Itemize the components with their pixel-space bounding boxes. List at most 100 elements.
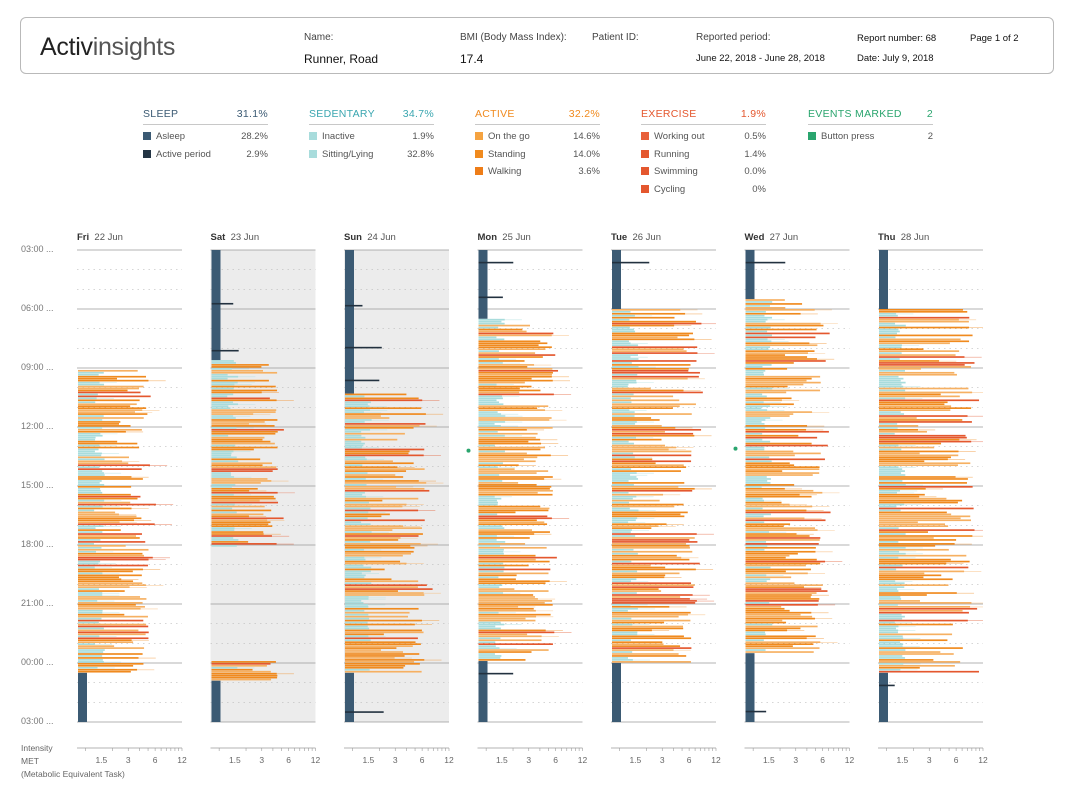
- activity-bar: [78, 574, 142, 577]
- activity-bar: [879, 619, 968, 622]
- activity-bar: [478, 436, 536, 439]
- activity-bar: [745, 605, 782, 608]
- activity-bar: [879, 405, 952, 408]
- activity-bar: [745, 517, 805, 520]
- activity-bar: [612, 497, 633, 500]
- activity-bar: [78, 633, 146, 636]
- activity-bar: [745, 649, 766, 651]
- activity-bar: [612, 602, 696, 604]
- activity-bar: [78, 625, 149, 628]
- activity-bar: [612, 336, 678, 339]
- activity-bar: [345, 517, 368, 520]
- activity-bar: [612, 501, 630, 504]
- activity-bar: [211, 503, 235, 506]
- activity-bar: [612, 649, 674, 651]
- activity-bar: [345, 637, 418, 640]
- activity-bar: [879, 560, 970, 563]
- activity-bar: [345, 489, 430, 492]
- activity-bar: [879, 354, 956, 356]
- activity-bar: [78, 645, 115, 647]
- day-label-fri: Fri 22 Jun: [77, 232, 123, 243]
- met-tick-label: 12: [177, 755, 187, 765]
- activity-bar: [478, 362, 503, 364]
- activity-bar: [612, 527, 652, 529]
- activity-bar: [745, 460, 772, 463]
- activity-bar: [345, 525, 404, 527]
- met-tick-label: 6: [687, 755, 692, 765]
- activity-bar: [478, 409, 546, 411]
- activity-bar: [345, 456, 366, 459]
- activity-bar: [745, 468, 820, 470]
- activity-bar: [78, 525, 104, 527]
- activity-bar: [879, 336, 896, 339]
- activity-bar: [745, 537, 821, 539]
- activity-bar: [78, 609, 103, 612]
- activity-bar: [745, 303, 803, 305]
- activity-bar: [211, 509, 272, 512]
- activity-bar: [478, 336, 497, 339]
- activity-bar: [879, 621, 895, 624]
- activity-bar: [612, 478, 639, 480]
- activity-bar: [745, 326, 771, 329]
- activity-bar: [879, 328, 899, 331]
- met-tick-label: 12: [311, 755, 321, 765]
- activity-bar: [345, 393, 407, 396]
- activity-bar: [78, 454, 102, 457]
- activity-bar: [745, 491, 823, 494]
- activity-bar: [211, 537, 234, 539]
- activity-bar: [78, 643, 95, 645]
- activity-bar: [345, 484, 367, 486]
- activity-bar: [345, 550, 414, 553]
- activity-bar: [78, 438, 96, 441]
- activity-bar: [345, 505, 403, 508]
- activity-bar: [879, 643, 904, 645]
- activity-bar: [345, 466, 398, 468]
- activity-bar: [478, 584, 503, 586]
- activity-bar: [745, 454, 795, 457]
- activity-bar: [345, 655, 405, 657]
- activity-bar: [345, 609, 365, 612]
- activity-bar: [612, 312, 686, 315]
- report-header: [20, 17, 1054, 74]
- activity-bar: [879, 360, 940, 362]
- activity-bar: [879, 668, 901, 671]
- activity-bar: [745, 617, 815, 620]
- activity-bar: [745, 476, 767, 478]
- activity-bar: [745, 507, 763, 510]
- summary-events-title: EVENTS MARKED: [808, 108, 902, 120]
- activity-bar: [345, 421, 365, 423]
- activity-bar: [879, 548, 949, 551]
- activity-bar: [745, 533, 797, 535]
- activity-bar: [879, 448, 902, 451]
- active-period-bar: [345, 379, 380, 382]
- activity-bar: [612, 421, 637, 423]
- activity-bar: [345, 468, 425, 470]
- legend-item-value: 0.5%: [744, 131, 766, 142]
- activity-bar: [612, 462, 656, 465]
- activity-bar: [879, 446, 935, 449]
- activity-bar: [879, 602, 972, 604]
- activity-bar: [612, 568, 696, 571]
- activity-bar: [78, 482, 100, 484]
- activity-bar: [345, 442, 365, 445]
- activity-bar: [879, 324, 906, 327]
- activity-bar: [211, 531, 264, 533]
- activity-bar: [879, 310, 968, 313]
- logo-part-activ: Activ: [40, 33, 93, 61]
- activity-bar: [478, 659, 526, 661]
- activity-bar: [478, 566, 505, 569]
- activity-bar: [478, 657, 501, 659]
- activity-bar: [78, 637, 149, 640]
- activity-bar: [879, 425, 919, 427]
- activity-bar: [478, 430, 498, 433]
- activity-bar: [745, 438, 763, 441]
- activity-bar: [612, 326, 630, 329]
- sleep-bar: [345, 250, 354, 394]
- legend-swatch: [475, 132, 483, 140]
- activity-bar: [612, 399, 680, 402]
- activity-bar: [612, 446, 677, 449]
- activity-bar: [78, 505, 103, 508]
- activity-bar: [345, 543, 421, 545]
- activity-bar: [879, 389, 906, 392]
- legend-item-label: Sitting/Lying: [322, 148, 374, 160]
